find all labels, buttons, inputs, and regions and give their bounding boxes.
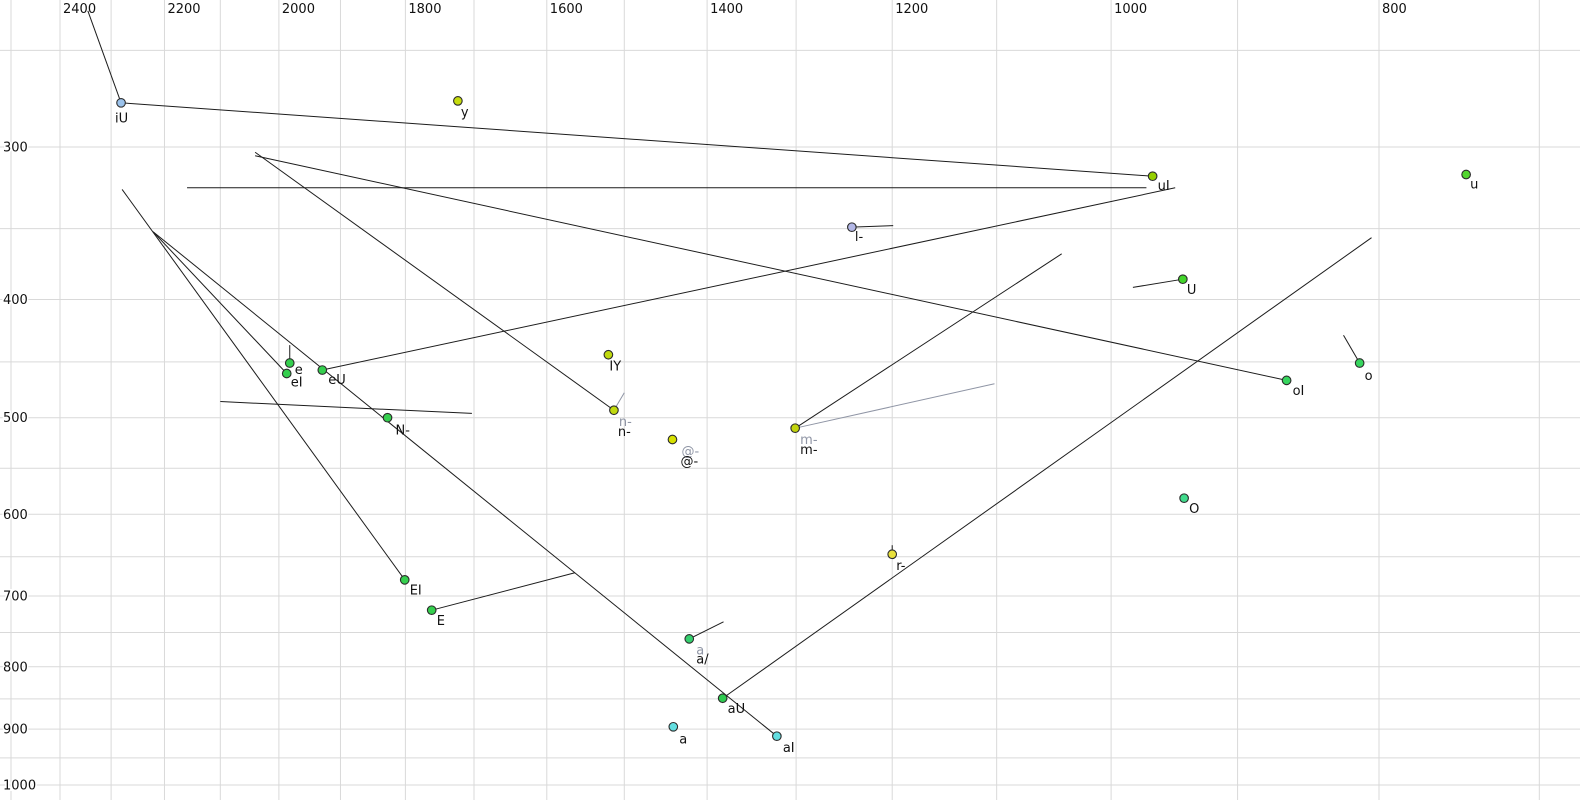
vowel-label-secondary-n-: n- (619, 415, 632, 430)
trajectory-line (254, 151, 615, 411)
trajectory-line (220, 401, 472, 414)
vowel-label-o: o (1365, 369, 1373, 384)
trajectory-line (322, 187, 1176, 371)
y-axis-tick-label: 400 (3, 293, 28, 308)
vowel-point-aI (772, 731, 782, 742)
trajectory-line (1132, 278, 1183, 288)
x-axis-tick-label: 800 (1382, 2, 1407, 17)
vowel-label-N-: N- (396, 423, 411, 438)
vowel-point-@- (667, 434, 678, 445)
y-axis-tick-label: 1000 (3, 779, 36, 794)
vowel-label-secondary-@-: @- (681, 444, 699, 459)
trajectory-line (255, 155, 1287, 381)
y-axis-tick-label: 500 (3, 411, 28, 426)
vowel-point-e (284, 358, 295, 368)
vowel-label-m-: m- (800, 443, 818, 458)
trajectory-line (152, 231, 778, 737)
vowel-label-oI: oI (1293, 384, 1305, 399)
vowel-point-eI (281, 368, 292, 379)
vowel-point-E (426, 605, 437, 616)
y-axis-tick-label: 900 (3, 723, 28, 738)
x-axis-tick-label: 1000 (1114, 2, 1147, 17)
vowel-label-eU: eU (328, 373, 346, 388)
vowel-label-iU: iU (115, 112, 128, 127)
vowel-label-uI: uI (1158, 179, 1170, 194)
vowel-label-n-: n- (618, 425, 631, 440)
trajectory-line (121, 102, 1153, 177)
trajectory-line (1343, 335, 1361, 364)
vowel-point-oI (1281, 375, 1292, 386)
y-axis-tick-label: 600 (3, 508, 28, 523)
trajectory-line (431, 572, 576, 611)
x-axis-tick-label: 2000 (282, 2, 315, 17)
vowel-label-aU: aU (728, 702, 745, 717)
vowel-point-u (1461, 169, 1471, 180)
vowel-point-m- (790, 423, 801, 434)
vowel-point-EI (399, 575, 410, 585)
vowel-point-o (1354, 358, 1365, 368)
x-axis-tick-label: 1600 (550, 2, 583, 17)
vowel-point-a/ (684, 634, 695, 644)
x-axis-tick-label: 1400 (710, 2, 743, 17)
vowel-label-@-: @- (680, 454, 698, 469)
vowel-point-y (453, 96, 463, 106)
vowel-label-a: a (679, 733, 687, 748)
vowel-label-EI: EI (410, 584, 422, 599)
vowel-point-l- (847, 222, 857, 233)
vowel-point-N- (382, 412, 393, 423)
vowel-point-n- (609, 405, 619, 416)
trajectory-line (87, 10, 122, 103)
vowel-label-u: u (1470, 177, 1478, 192)
trajectory-line (722, 237, 1372, 699)
trajectory-line (121, 189, 406, 581)
trajectory-line (851, 225, 894, 228)
y-axis-tick-label: 700 (3, 589, 28, 604)
x-axis-tick-label: 1800 (408, 2, 441, 17)
vowel-label-a/: a/ (696, 653, 709, 668)
vowel-point-IY (603, 349, 614, 360)
vowel-label-secondary-m-: m- (800, 433, 818, 448)
vowel-label-O: O (1189, 502, 1199, 517)
trajectory-line (794, 253, 1062, 429)
trajectory-line-gray (795, 383, 995, 429)
y-axis-tick-label: 800 (3, 660, 28, 675)
vowel-label-secondary-a/: a (696, 644, 704, 659)
y-axis-tick-label: 300 (3, 141, 28, 156)
vowel-point-eU (317, 365, 328, 375)
vowel-point-iU (116, 97, 126, 108)
x-axis-tick-label: 2400 (63, 2, 96, 17)
vowel-point-U (1177, 274, 1188, 285)
vowel-label-E: E (437, 614, 445, 629)
vowel-label-eI: eI (291, 375, 303, 390)
vowel-label-e: e (295, 363, 303, 378)
x-axis-tick-label: 1200 (895, 2, 928, 17)
vowel-point-a (668, 721, 679, 732)
vowel-label-l-: l- (855, 230, 864, 245)
trajectory-line (689, 621, 724, 640)
vowel-label-y: y (461, 106, 469, 121)
vowel-point-O (1179, 493, 1189, 504)
vowel-label-IY: IY (609, 360, 621, 375)
trajectory-line (152, 231, 288, 374)
vowel-label-aI: aI (783, 741, 795, 756)
vowel-label-U: U (1187, 283, 1197, 298)
vowel-point-uI (1147, 171, 1158, 182)
vowel-point-r- (887, 549, 898, 560)
vowel-point-aU (717, 693, 728, 704)
x-axis-tick-label: 2200 (167, 2, 200, 17)
vowel-label-r-: r- (896, 559, 906, 574)
